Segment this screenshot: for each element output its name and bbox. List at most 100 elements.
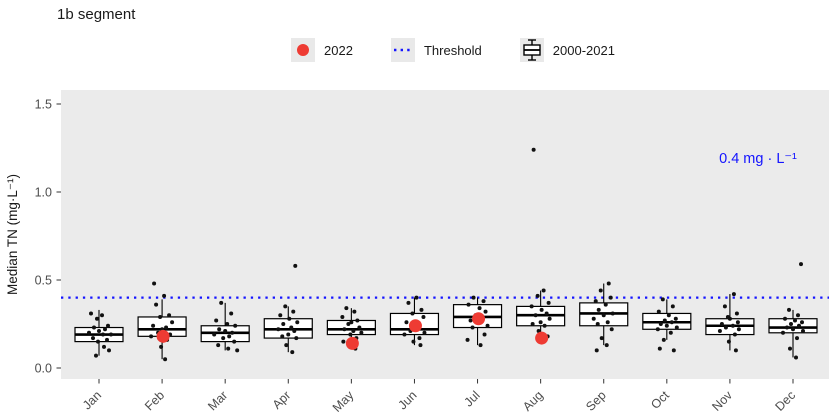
jitter-point (106, 323, 110, 328)
jitter-point (610, 311, 615, 316)
jitter-point (734, 311, 739, 316)
chart-title: 1b segment (57, 6, 136, 23)
jitter-point (355, 318, 360, 323)
jitter-point (410, 311, 415, 316)
jitter-point (788, 346, 792, 351)
jitter-point (357, 325, 362, 330)
jitter-point (286, 332, 291, 337)
jitter-point (593, 299, 598, 304)
y-tick-label: 1.5 (35, 98, 52, 112)
jitter-point (531, 147, 536, 152)
jitter-point (731, 292, 736, 297)
jitter-point (674, 325, 679, 330)
jitter-point (801, 329, 805, 334)
jitter-point (466, 302, 471, 307)
jitter-point (100, 313, 104, 318)
jitter-point (235, 348, 240, 353)
jitter-point (485, 323, 490, 328)
jitter-point (544, 311, 549, 316)
legend-item-2000-2021: 2000-2021 (519, 38, 615, 62)
jitter-point (598, 288, 603, 293)
jitter-point (657, 346, 662, 351)
jitter-point (276, 327, 281, 332)
jitter-point (170, 320, 175, 325)
x-tick-label: Jul (461, 388, 482, 409)
jitter-point (359, 330, 364, 335)
jitter-point (722, 304, 727, 309)
jitter-point (470, 325, 475, 330)
jitter-point (794, 355, 798, 360)
jitter-point (340, 314, 345, 319)
jitter-point (596, 307, 601, 312)
red-point-icon (291, 38, 316, 62)
jitter-point (278, 313, 283, 318)
jitter-point (733, 348, 738, 353)
jitter-point (471, 295, 476, 300)
jitter-point (736, 327, 741, 332)
jitter-point (283, 304, 288, 309)
y-axis-title: Median TN (mg·L⁻¹) (5, 174, 20, 295)
jitter-point (349, 320, 354, 325)
legend-label-2022: 2022 (324, 42, 353, 58)
jitter-point (95, 316, 99, 321)
jitter-point (89, 311, 93, 316)
jitter-point (295, 320, 300, 325)
jitter-point (281, 322, 286, 326)
jitter-point (609, 327, 614, 332)
jitter-point (789, 322, 793, 326)
x-tick-label: Jun (395, 388, 419, 412)
jitter-point (162, 293, 167, 298)
jitter-point (481, 299, 486, 304)
jitter-point (656, 309, 661, 314)
jitter-point (105, 337, 109, 342)
jitter-point (468, 318, 473, 323)
point-2022-May (345, 336, 359, 350)
jitter-point (785, 325, 789, 330)
jitter-point (655, 327, 660, 332)
jitter-point (101, 332, 105, 337)
jitter-point (229, 311, 234, 316)
x-tick-label: Aug (520, 388, 546, 414)
jitter-point (163, 357, 168, 362)
jitter-point (226, 346, 231, 351)
jitter-point (533, 313, 538, 318)
jitter-point (417, 336, 422, 341)
x-tick-label: Oct (648, 388, 672, 412)
jitter-point (594, 348, 599, 353)
jitter-point (591, 316, 596, 321)
x-tick-label: Sep (583, 388, 609, 414)
jitter-point (341, 339, 346, 344)
jitter-point (91, 336, 95, 341)
jitter-point (601, 313, 606, 318)
jitter-point (221, 336, 226, 341)
jitter-point (223, 329, 228, 334)
jitter-point (662, 318, 667, 323)
jitter-point (419, 307, 424, 312)
legend-label-2000-2021: 2000-2021 (552, 42, 615, 58)
legend-label-threshold: Threshold (423, 42, 482, 58)
jitter-point (291, 309, 296, 314)
jitter-point (787, 307, 791, 312)
jitter-point (158, 314, 163, 319)
jitter-point (406, 300, 411, 305)
jitter-point (290, 350, 295, 355)
jitter-point (735, 320, 740, 325)
jitter-point (529, 304, 534, 309)
jitter-point (599, 336, 604, 341)
jitter-point (219, 300, 224, 305)
jitter-point (530, 322, 535, 326)
legend-item-2022: 2022 (291, 38, 353, 62)
jitter-point (344, 306, 349, 311)
jitter-point (726, 339, 731, 344)
jitter-point (664, 323, 669, 328)
jitter-point (535, 293, 540, 298)
jitter-point (793, 318, 797, 323)
jitter-point (289, 325, 294, 330)
jitter-point (477, 306, 482, 311)
dotted-line-icon (390, 38, 415, 62)
jitter-point (164, 325, 169, 330)
jitter-point (418, 343, 423, 348)
jitter-point (541, 288, 546, 293)
jitter-point (227, 334, 232, 339)
